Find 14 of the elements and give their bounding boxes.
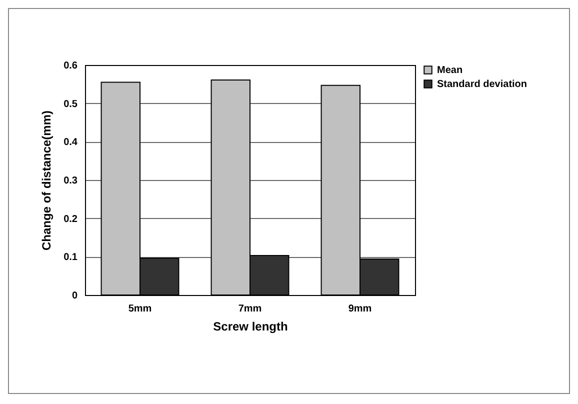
legend-label: Mean — [437, 65, 463, 76]
y-tick-label: 0.6 — [64, 60, 78, 72]
y-tick-label: 0.5 — [64, 98, 78, 110]
x-axis-title: Screw length — [213, 320, 288, 334]
x-tick-label: 9mm — [348, 304, 372, 314]
x-tick-label: 7mm — [238, 304, 262, 314]
y-tick-label: 0.2 — [64, 214, 78, 225]
y-axis-title: Change of distance(mm) — [40, 110, 54, 251]
y-tick-label: 0.1 — [64, 252, 78, 264]
y-tick-label: 0.3 — [64, 176, 78, 186]
y-tick-label: 0 — [72, 290, 78, 302]
x-tick-label: 5mm — [128, 304, 152, 314]
legend-label: Standard deviation — [437, 79, 528, 90]
y-tick-label: 0.4 — [64, 137, 78, 148]
